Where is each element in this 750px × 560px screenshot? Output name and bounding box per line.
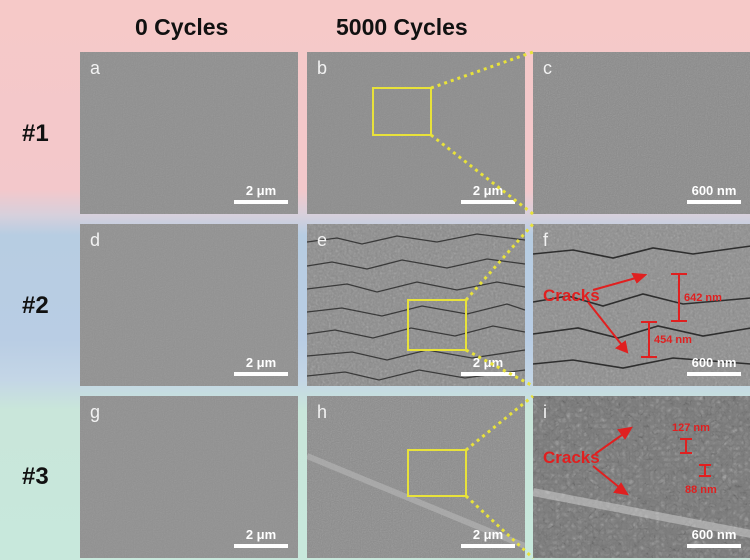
measurement-642nm: 642 nm (684, 292, 722, 304)
scale-bar: 2 μm (234, 528, 288, 548)
cracks-label: Cracks (543, 286, 600, 305)
sem-panel-i: i Cracks 127 nm 88 nm 600 nm (533, 396, 750, 558)
column-header-5000-cycles: 5000 Cycles (336, 14, 468, 40)
sem-panel-b: b 2 μm (307, 52, 525, 214)
measurement-454nm: 454 nm (654, 334, 692, 346)
panel-letter: a (90, 58, 101, 78)
measurement-127nm: 127 nm (672, 422, 710, 434)
scale-bar: 600 nm (687, 356, 741, 376)
scale-bar: 2 μm (234, 356, 288, 376)
scale-bar: 600 nm (687, 184, 741, 204)
sem-panel-a: a 2 μm (80, 52, 298, 214)
scale-bar: 2 μm (461, 184, 515, 204)
panel-letter: g (90, 402, 101, 422)
panel-letter: b (317, 58, 328, 78)
row-label-3: #3 (22, 463, 49, 490)
panel-letter: c (543, 58, 552, 78)
panel-letter: i (543, 402, 547, 422)
sem-panel-e: e 2 μm (307, 224, 525, 386)
scale-bar: 2 μm (461, 356, 515, 376)
cracks-label: Cracks (543, 448, 600, 467)
zoom-region-box (407, 449, 467, 497)
panel-letter: h (317, 402, 328, 422)
measurement-markers (592, 426, 711, 496)
panel-letter: f (543, 230, 549, 250)
row-label-2: #2 (22, 292, 49, 319)
sem-panel-h: h 2 μm (307, 396, 525, 558)
sem-panel-g: g 2 μm (80, 396, 298, 558)
panel-letter: d (90, 230, 101, 250)
measurement-88nm: 88 nm (685, 484, 717, 496)
sem-panel-d: d 2 μm (80, 224, 298, 386)
zoom-region-box (372, 87, 432, 136)
scale-bar: 600 nm (687, 528, 741, 548)
sem-panel-f: f Cracks 642 nm 454 nm 600 nm (533, 224, 750, 386)
column-header-0-cycles: 0 Cycles (135, 14, 229, 40)
panel-letter: e (317, 230, 328, 250)
sem-panel-c: c 600 nm (533, 52, 750, 214)
zoom-region-box (407, 299, 467, 351)
scale-bar: 2 μm (234, 184, 288, 204)
scale-bar: 2 μm (461, 528, 515, 548)
measurement-markers (587, 272, 687, 358)
row-label-1: #1 (22, 120, 49, 147)
